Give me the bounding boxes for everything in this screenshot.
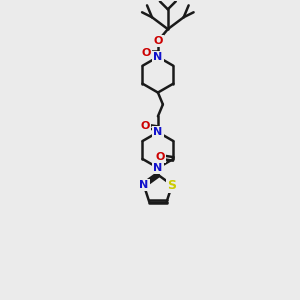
Text: O: O bbox=[156, 152, 165, 162]
Text: O: O bbox=[140, 121, 150, 131]
Text: N: N bbox=[153, 163, 163, 173]
Text: O: O bbox=[141, 48, 151, 58]
Text: N: N bbox=[153, 52, 163, 62]
Text: N: N bbox=[153, 127, 163, 137]
Text: N: N bbox=[139, 180, 148, 190]
Text: S: S bbox=[168, 178, 177, 191]
Text: O: O bbox=[153, 36, 163, 46]
